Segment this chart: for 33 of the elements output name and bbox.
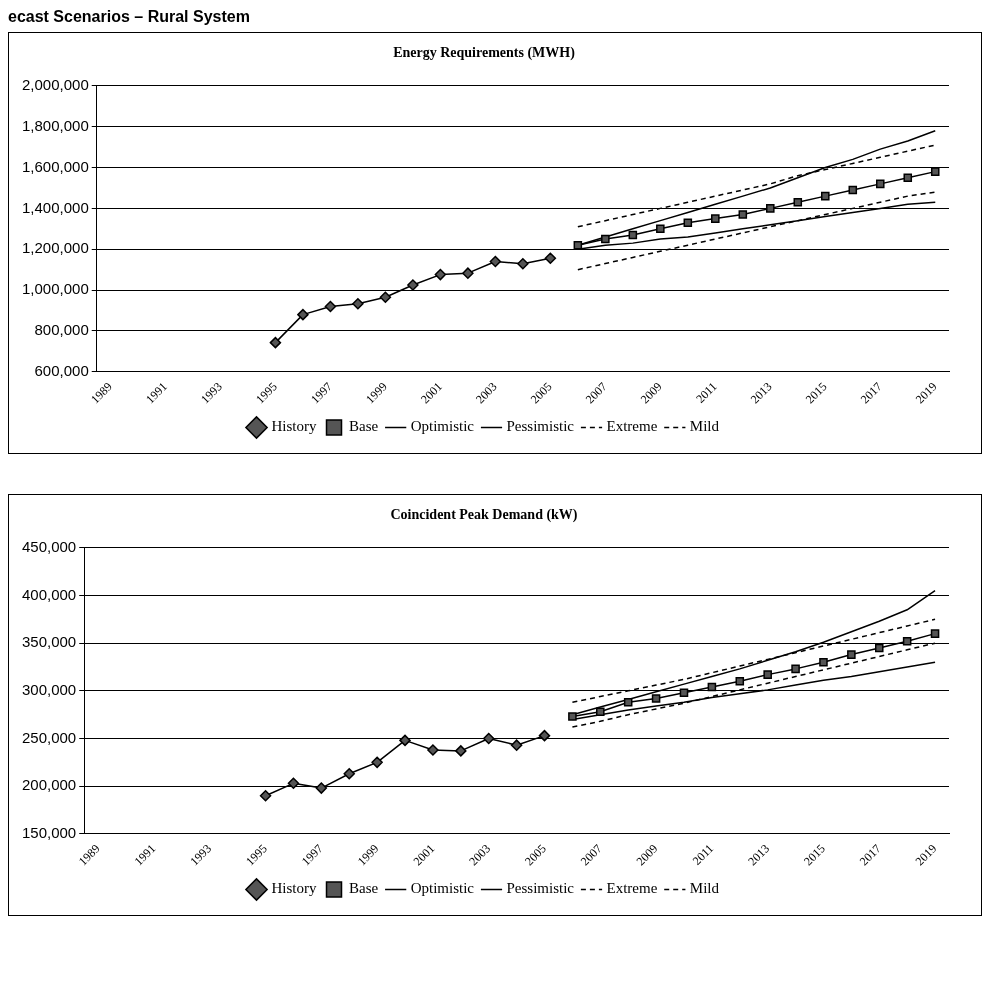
text: ecast Scenarios – Rural System	[8, 8, 251, 26]
x-tick-label: 2011	[693, 379, 720, 406]
y-tick-label: 200,000	[21, 776, 77, 794]
legend-label: Base	[349, 418, 379, 435]
y-tick-label: 1,800,000	[22, 116, 89, 134]
y-tick-label: 300,000	[21, 680, 77, 698]
x-tick-label: 2011	[689, 841, 717, 868]
legend-label: History	[271, 418, 318, 435]
legend-label: Base	[349, 880, 379, 897]
x-tick-label: 1991	[131, 841, 159, 869]
legend-label: Extreme	[606, 880, 658, 897]
y-tick-label: 1,000,000	[22, 280, 89, 298]
legend-label: Mild	[689, 418, 720, 435]
y-tick-label: 250,000	[21, 728, 77, 746]
chart-title: Energy Requirements (MWH)	[393, 45, 576, 62]
legend-label: History	[271, 880, 318, 897]
y-tick-label: 600,000	[34, 361, 89, 379]
legend-label: Mild	[689, 880, 720, 897]
y-tick-label: 150,000	[21, 823, 77, 841]
y-tick-label: 800,000	[34, 321, 89, 339]
legend-label: Optimistic	[410, 880, 475, 897]
y-tick-label: 350,000	[21, 633, 77, 651]
y-tick-label: 400,000	[21, 585, 77, 603]
y-tick-label: 450,000	[21, 537, 77, 555]
y-tick-label: 2,000,000	[22, 75, 89, 93]
chart-title: Coincident Peak Demand (kW)	[390, 507, 578, 524]
y-tick-label: 1,200,000	[22, 239, 89, 257]
y-tick-label: 1,400,000	[22, 198, 89, 216]
legend-label: Pessimistic	[506, 418, 575, 435]
legend-label: Pessimistic	[506, 880, 575, 897]
legend-label: Optimistic	[410, 418, 475, 435]
y-tick-label: 1,600,000	[22, 157, 89, 175]
legend-label: Extreme	[606, 418, 658, 435]
